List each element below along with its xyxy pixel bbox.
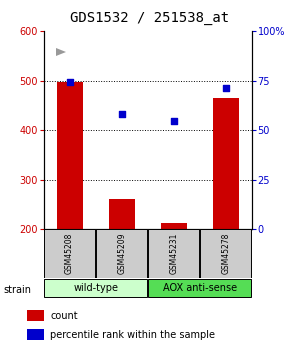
Text: GDS1532 / 251538_at: GDS1532 / 251538_at (70, 11, 230, 25)
Bar (27, 310, 44, 321)
Text: GSM45209: GSM45209 (117, 233, 126, 274)
Bar (96, 229, 147, 278)
Bar (56, 82, 82, 229)
Bar (44, 229, 95, 278)
Point (224, 85, 228, 90)
Point (171, 119, 176, 124)
Text: percentile rank within the sample: percentile rank within the sample (50, 330, 215, 340)
Bar (44, 279, 147, 297)
Bar (27, 329, 44, 340)
Text: strain: strain (3, 285, 31, 295)
Text: AOX anti-sense: AOX anti-sense (163, 283, 237, 293)
Text: GSM45231: GSM45231 (169, 233, 178, 274)
Polygon shape (56, 48, 66, 56)
Bar (148, 279, 251, 297)
Bar (213, 98, 239, 229)
Bar (200, 229, 251, 278)
Text: GSM45278: GSM45278 (221, 233, 230, 274)
Point (67, 79, 72, 85)
Text: count: count (50, 311, 78, 321)
Text: GSM45208: GSM45208 (65, 233, 74, 274)
Bar (148, 229, 200, 278)
Bar (161, 223, 187, 229)
Text: wild-type: wild-type (73, 283, 118, 293)
Bar (109, 199, 135, 229)
Point (119, 112, 124, 117)
